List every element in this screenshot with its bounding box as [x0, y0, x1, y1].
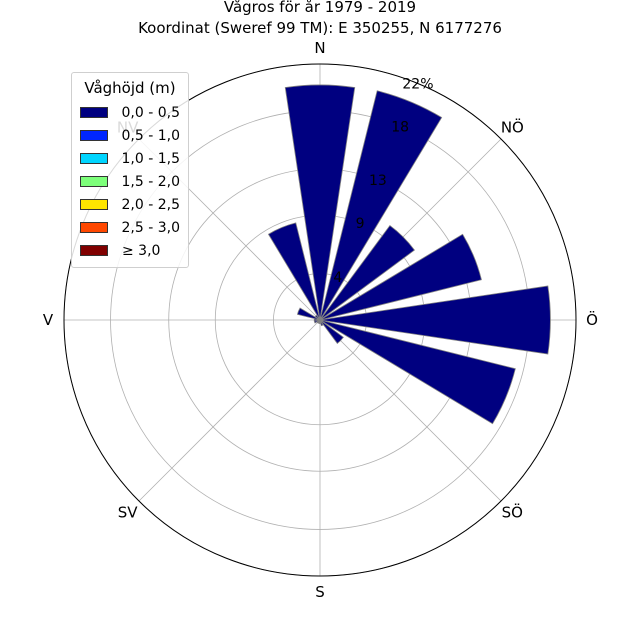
- radial-tick-label: 22%: [402, 76, 433, 92]
- legend-label: 1,0 - 1,5: [121, 150, 180, 167]
- legend-item: 0,5 - 1,0: [80, 124, 180, 147]
- legend-swatch: [80, 245, 108, 256]
- radial-tick-label: 13: [369, 173, 387, 189]
- radial-tick-label: 9: [356, 216, 365, 232]
- rose-bar: [319, 319, 516, 425]
- rose-bar: [319, 224, 416, 321]
- legend-swatch: [80, 176, 108, 187]
- legend-items: 0,0 - 0,5 0,5 - 1,0 1,0 - 1,5 1,5 - 2,0 2,0 …: [80, 101, 180, 262]
- legend-swatch: [80, 130, 108, 141]
- radial-tick-label: 18: [391, 119, 409, 135]
- legend-label: ≥ 3,0: [122, 242, 161, 259]
- legend-swatch: [80, 153, 108, 164]
- legend-label: 0,5 - 1,0: [121, 127, 180, 144]
- chart-title-line1: Vågros för år 1979 - 2019: [224, 0, 416, 16]
- legend-swatch: [80, 199, 108, 210]
- rose-bars: [267, 84, 551, 425]
- rose-bar: [319, 285, 551, 355]
- rose-bar: [319, 233, 482, 321]
- direction-label: V: [43, 311, 54, 329]
- radial-tick-label: 4: [333, 270, 342, 286]
- rose-bar: [313, 318, 321, 322]
- legend-label: 2,0 - 2,5: [121, 196, 180, 213]
- direction-label: SV: [118, 503, 139, 521]
- rose-bar: [319, 319, 324, 327]
- legend-item: 1,5 - 2,0: [80, 170, 180, 193]
- legend-item: 2,5 - 3,0: [80, 216, 180, 239]
- polar-frame: [63, 63, 577, 577]
- direction-label: Ö: [586, 310, 598, 329]
- legend-item: ≥ 3,0: [80, 239, 180, 262]
- legend-label: 2,5 - 3,0: [121, 219, 180, 236]
- rose-bar: [313, 319, 321, 324]
- legend-swatch: [80, 222, 108, 233]
- legend-label: 0,0 - 0,5: [121, 104, 180, 121]
- legend-item: 1,0 - 1,5: [80, 147, 180, 170]
- direction-label: N: [314, 39, 325, 57]
- rose-bar: [319, 90, 443, 321]
- legend-item: 0,0 - 0,5: [80, 101, 180, 124]
- direction-label: SÖ: [502, 502, 523, 521]
- legend-label: 1,5 - 2,0: [121, 173, 180, 190]
- rose-bar: [267, 222, 321, 321]
- rose-bar: [319, 319, 344, 344]
- grid-spoke: [319, 319, 502, 502]
- chart-title-line2: Koordinat (Sweref 99 TM): E 350255, N 61…: [138, 19, 502, 37]
- legend-swatch: [80, 107, 108, 118]
- rose-bar: [314, 314, 321, 321]
- legend-item: 2,0 - 2,5: [80, 193, 180, 216]
- rose-bar: [296, 307, 321, 321]
- grid-spoke: [138, 319, 321, 502]
- direction-label: S: [315, 583, 325, 601]
- legend-title: Våghöjd (m): [84, 79, 176, 97]
- direction-label: NÖ: [501, 118, 524, 137]
- rose-bar: [284, 84, 356, 321]
- legend: Våghöjd (m) 0,0 - 0,5 0,5 - 1,0 1,0 - 1,5 1…: [71, 72, 189, 268]
